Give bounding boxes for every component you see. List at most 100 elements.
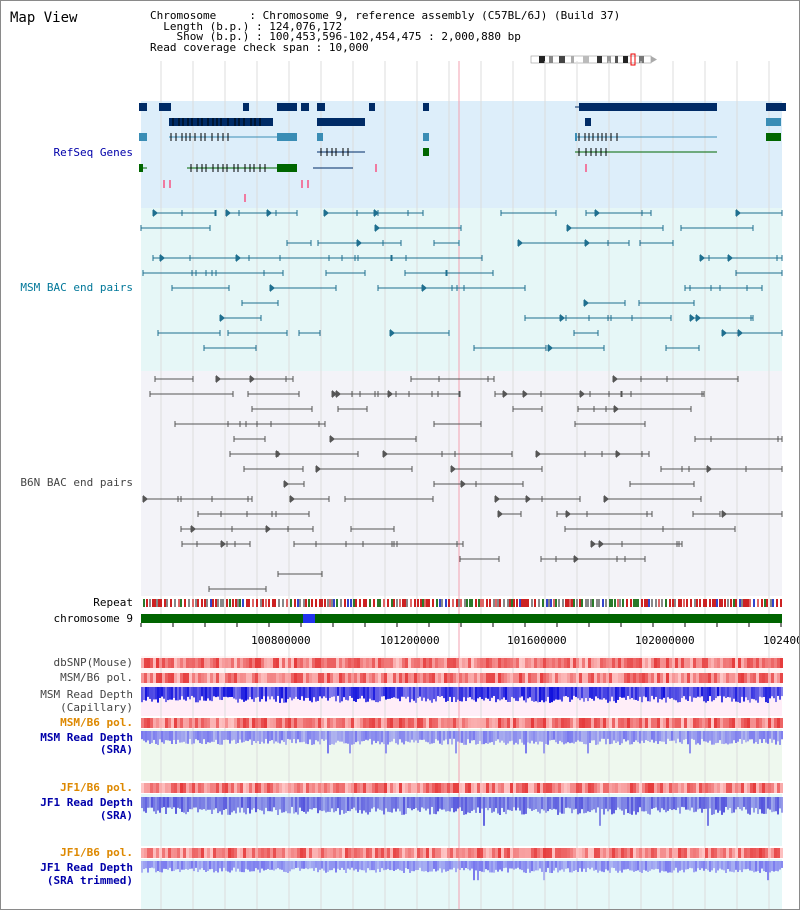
msm-pol-sra-strip	[267, 718, 270, 728]
jf1-depth-bar	[441, 797, 443, 810]
msm-bac-pair-arrow	[567, 224, 572, 232]
jf1-pol-strip	[765, 783, 768, 793]
msm-pol-strip	[657, 673, 660, 683]
jf1-depth-bar	[273, 797, 275, 808]
msm-depth-cap-bar	[531, 687, 533, 701]
repeat-mark	[458, 599, 460, 607]
dbsnp-strip	[291, 658, 294, 668]
msm-pol-strip	[759, 673, 762, 683]
jf1-pol-2-strip	[360, 848, 363, 858]
msm-depth-cap-bar	[393, 687, 395, 698]
dbsnp-strip	[372, 658, 375, 668]
msm-pol-strip	[453, 673, 456, 683]
msm-depth-cap-bar	[243, 687, 245, 702]
dbsnp-strip	[660, 658, 663, 668]
msm-pol-sra-strip	[504, 718, 507, 728]
jf1-pol-2-strip	[255, 848, 258, 858]
msm-pol-strip	[408, 673, 411, 683]
msm-depth-cap-bar	[753, 687, 755, 700]
jf1-depth-trim-bar	[241, 861, 243, 873]
jf1-pol-strip	[660, 783, 663, 793]
msm-depth-cap-bar	[305, 687, 307, 698]
jf1-pol-2-strip	[579, 848, 582, 858]
jf1-pol-strip	[258, 783, 261, 793]
msm-depth-cap-bar	[551, 687, 553, 703]
jf1-pol-strip	[216, 783, 219, 793]
jf1-pol-2-strip	[477, 848, 480, 858]
jf1-depth-bar	[555, 797, 557, 810]
msm-depth-cap-bar	[503, 687, 505, 698]
msm-pol-sra-strip	[732, 718, 735, 728]
msm-pol-sra-strip	[780, 718, 783, 728]
jf1-pol-2-strip	[594, 848, 597, 858]
msm-depth-sra-bar	[195, 731, 197, 740]
repeat-mark	[622, 599, 624, 607]
jf1-pol-2-strip	[291, 848, 294, 858]
msm-pol-sra-strip	[636, 718, 639, 728]
msm-depth-sra-bar	[307, 731, 309, 745]
msm-pol-strip	[411, 673, 414, 683]
msm-depth-sra-bar	[615, 731, 617, 743]
msm-depth-cap-bar	[491, 687, 493, 698]
jf1-pol-strip	[474, 783, 477, 793]
repeat-mark	[452, 599, 454, 607]
jf1-pol-strip	[495, 783, 498, 793]
msm-depth-sra-bar	[311, 731, 313, 745]
msm-pol-sra-strip	[396, 718, 399, 728]
msm-depth-cap-bar	[399, 687, 401, 702]
jf1-depth-trim-bar	[587, 861, 589, 868]
jf1-depth-trim-bar	[543, 861, 545, 881]
jf1-pol-2-strip	[309, 848, 312, 858]
jf1-depth-trim-bar	[617, 861, 619, 873]
b6n-bac-pair-arrow	[526, 495, 531, 503]
msm-depth-sra-bar	[517, 731, 519, 745]
msm-depth-sra-bar	[655, 731, 657, 742]
msm-pol-sra-strip	[438, 718, 441, 728]
msm-pol-strip	[186, 673, 189, 683]
msm-pol-sra-strip	[645, 718, 648, 728]
msm-depth-cap-bar	[515, 687, 517, 701]
jf1-depth-trim-bar	[651, 861, 653, 870]
msm-depth-cap-bar	[763, 687, 765, 697]
chromosome-ideogram[interactable]	[530, 53, 661, 67]
jf1-pol-strip	[630, 783, 633, 793]
repeat-mark	[747, 599, 749, 607]
msm-depth-cap-bar	[449, 687, 451, 697]
jf1-pol-strip	[168, 783, 171, 793]
msm-pol-sra-strip	[414, 718, 417, 728]
msm-depth-sra-bar	[219, 731, 221, 745]
jf1-depth-trim-bar	[167, 861, 169, 870]
msm-depth-cap-bar	[311, 687, 313, 703]
msm-pol-sra-strip	[234, 718, 237, 728]
jf1-pol-strip	[246, 783, 249, 793]
length-value: 124,076,172	[269, 19, 343, 33]
jf1-depth-bar	[723, 797, 725, 813]
jf1-depth-trim-bar	[277, 861, 279, 869]
msm-depth-sra-bar	[365, 731, 367, 740]
jf1-b6-pol-label: JF1/B6 pol.	[60, 781, 133, 794]
jf1-depth-trim-bar	[229, 861, 231, 873]
msm-depth-cap-bar	[275, 687, 277, 702]
jf1-depth-bar	[415, 797, 417, 808]
jf1-pol-2-strip	[297, 848, 300, 858]
jf1-pol-2-strip	[345, 848, 348, 858]
jf1-depth-trim-bar	[433, 861, 435, 869]
msm-depth-cap-bar	[171, 687, 173, 700]
msm-pol-strip	[525, 673, 528, 683]
jf1-depth-bar	[535, 797, 537, 810]
jf1-depth-bar	[679, 797, 681, 814]
msm-pol-strip	[147, 673, 150, 683]
jf1-depth-trim-bar	[711, 861, 713, 871]
jf1-depth-bar	[721, 797, 723, 815]
msm-depth-cap-bar	[143, 687, 145, 701]
jf1-depth-trim-bar	[413, 861, 415, 872]
jf1-depth-trim-bar	[743, 861, 745, 870]
msm-pol-strip	[531, 673, 534, 683]
msm-depth-cap-bar	[741, 687, 743, 697]
jf1-depth-bar	[641, 797, 643, 812]
jf1-pol-2-strip	[258, 848, 261, 858]
dbsnp-strip	[429, 658, 432, 668]
msm-depth-sra-bar	[577, 731, 579, 741]
jf1-pol-strip	[249, 783, 252, 793]
